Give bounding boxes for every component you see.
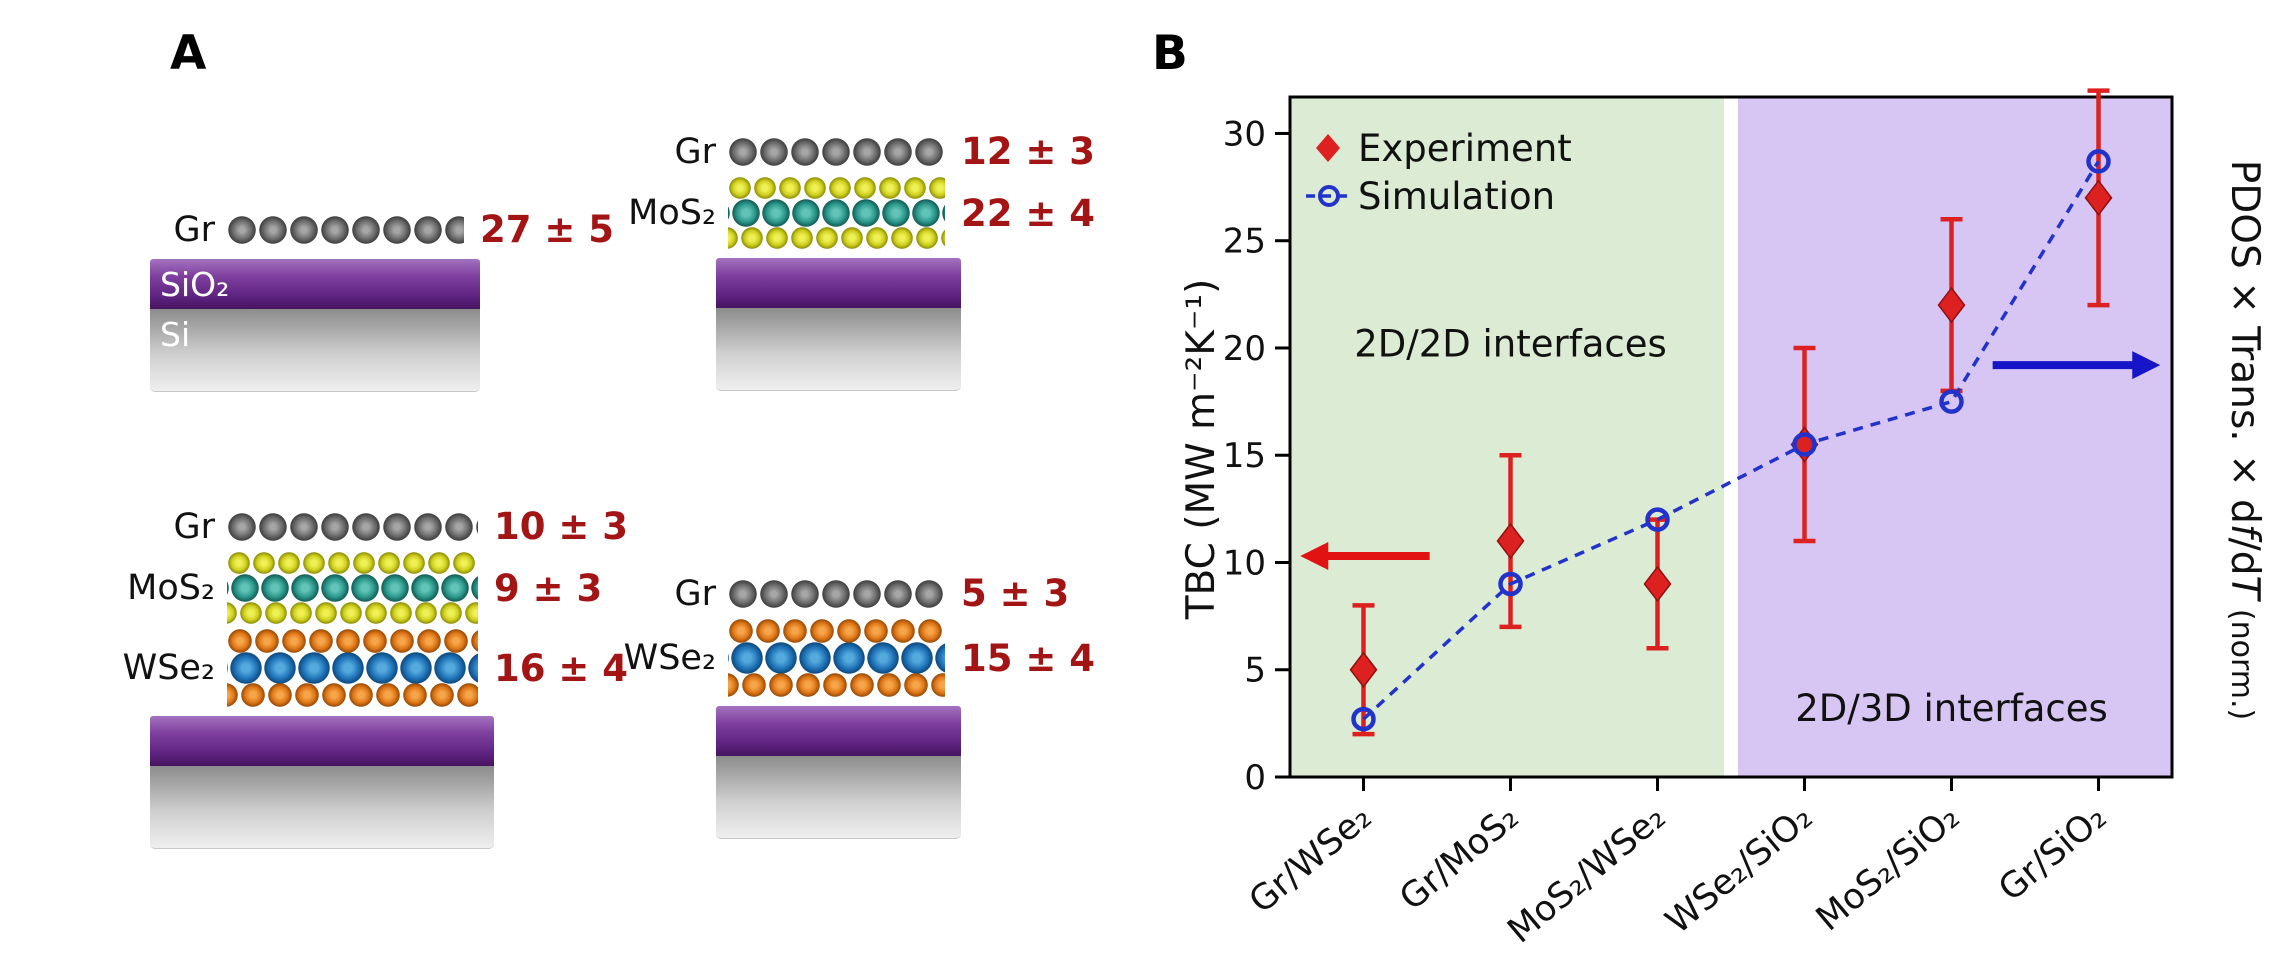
slab-label: Si [160, 315, 191, 354]
substrate-slabs [716, 258, 961, 391]
material-label: Gr [674, 573, 716, 614]
material-label: MoS₂ [628, 193, 716, 233]
stack-row: Gr 12 ± 3 [601, 130, 1111, 173]
simulation-marker [1792, 432, 1817, 457]
sphere-band-gr [227, 510, 478, 543]
panel-b-label: B [1152, 26, 1188, 81]
stack-row: Gr 5 ± 3 [601, 572, 1111, 615]
stack-gr-wse2-on-sio2-si: Gr 5 ± 3 WSe₂ 15 ± 4 [601, 572, 1111, 839]
x-tick-label: Gr/MoS₂ [1392, 797, 1526, 918]
axis-arrow-head-left [1300, 542, 1329, 571]
legend-experiment-marker [1316, 134, 1340, 162]
sphere-band-wse2 [728, 618, 945, 698]
material-label: WSe₂ [623, 638, 716, 678]
simulation-marker [1351, 706, 1376, 732]
slab-si [716, 308, 961, 391]
tbc-value: 22 ± 4 [961, 191, 1095, 235]
material-label: Gr [173, 506, 215, 547]
sphere-band-mos2 [227, 551, 478, 625]
sphere-band-gr [728, 135, 945, 168]
y-tick-label: 10 [1223, 543, 1266, 583]
stack-row: MoS₂ 9 ± 3 [100, 551, 644, 625]
simulation-line [1362, 160, 2100, 721]
material-label: MoS₂ [127, 568, 215, 608]
slab-sio2 [716, 706, 961, 756]
slab-si: Si [150, 309, 480, 392]
substrate-slabs [716, 706, 961, 839]
y-tick-label: 30 [1223, 114, 1266, 154]
experiment-marker [1496, 522, 1525, 560]
slab-si [716, 756, 961, 839]
x-tick-label: Gr/WSe₂ [1242, 797, 1379, 921]
y-tick-label: 0 [1244, 758, 1266, 798]
stack-row: Gr 10 ± 3 [100, 505, 644, 548]
sphere-band-mos2 [728, 176, 945, 250]
tbc-value: 9 ± 3 [494, 566, 603, 610]
axis-arrow-head-right [2132, 351, 2161, 380]
sphere-band-wse2 [227, 628, 478, 708]
experiment-marker [1937, 286, 1966, 324]
simulation-marker [2086, 149, 2111, 174]
tbc-chart: 0 5 10 15 20 25 30 Gr/WSe₂ Gr/MoS₂MoS₂/WSe₂WSe₂/… [1179, 88, 2267, 951]
simulation-marker [1498, 571, 1523, 597]
stack-row: WSe₂ 15 ± 4 [601, 618, 1111, 698]
substrate-slabs: SiO₂ Si [150, 259, 480, 392]
stack-gr-mos2-wse2-on-sio2-si: Gr 10 ± 3 MoS₂ 9 ± 3 WSe₂ 16 ± 4 [100, 505, 644, 849]
material-label: Gr [674, 131, 716, 172]
tbc-value: 5 ± 3 [961, 572, 1070, 615]
slab-label: SiO₂ [160, 265, 230, 304]
substrate-slabs [150, 716, 494, 849]
legend-simulation-label: Simulation [1358, 175, 1555, 218]
material-label: WSe₂ [122, 648, 215, 688]
x-tick-label: MoS₂/WSe₂ [1500, 797, 1673, 951]
experiment-marker [1643, 565, 1672, 603]
experiment-marker [1349, 651, 1378, 688]
stack-row: MoS₂ 22 ± 4 [601, 176, 1111, 250]
y-axis-label-left: TBC (MW m⁻²K⁻¹) [1179, 279, 1224, 621]
y-tick-label: 25 [1223, 222, 1266, 262]
material-label: Gr [173, 209, 215, 250]
slab-sio2 [150, 716, 494, 766]
simulation-marker [1939, 389, 1964, 414]
slab-si [150, 766, 494, 849]
slab-sio2: SiO₂ [150, 259, 480, 309]
stack-row: Gr 27 ± 5 [100, 208, 630, 251]
tbc-value: 12 ± 3 [961, 130, 1095, 173]
plot-frame [1288, 95, 2174, 779]
slab-sio2 [716, 258, 961, 308]
tbc-value: 16 ± 4 [494, 646, 628, 690]
stack-gr-mos2-on-sio2-si: Gr 12 ± 3 MoS₂ 22 ± 4 [601, 130, 1111, 391]
y-tick-label: 20 [1223, 329, 1266, 369]
x-tick-label: Gr/SiO₂ [1991, 797, 2114, 909]
experiment-marker [2084, 179, 2113, 217]
sphere-band-gr [728, 577, 945, 610]
y-tick-label: 5 [1244, 651, 1266, 691]
tbc-value: 15 ± 4 [961, 636, 1095, 680]
simulation-marker [1645, 507, 1670, 532]
tbc-value: 27 ± 5 [480, 208, 614, 251]
stack-gr-on-sio2-si: Gr 27 ± 5 SiO₂ Si [100, 208, 630, 392]
panel-a-label: A [170, 26, 207, 81]
x-tick-label: MoS₂/SiO₂ [1809, 797, 1967, 939]
legend-simulation-marker [1318, 185, 1340, 207]
x-tick-label: WSe₂/SiO₂ [1658, 797, 1820, 942]
tbc-value: 10 ± 3 [494, 505, 628, 548]
stack-row: WSe₂ 16 ± 4 [100, 628, 644, 708]
y-tick-label: 15 [1223, 436, 1266, 476]
sphere-band-gr [227, 213, 464, 246]
region-label-0: 2D/2D interfaces [1354, 323, 1667, 366]
y-axis-label-right: PDOS × Trans. × df/dT (norm.) [2222, 160, 2267, 721]
legend-experiment-label: Experiment [1358, 127, 1572, 170]
region-label-1: 2D/3D interfaces [1795, 687, 2108, 730]
